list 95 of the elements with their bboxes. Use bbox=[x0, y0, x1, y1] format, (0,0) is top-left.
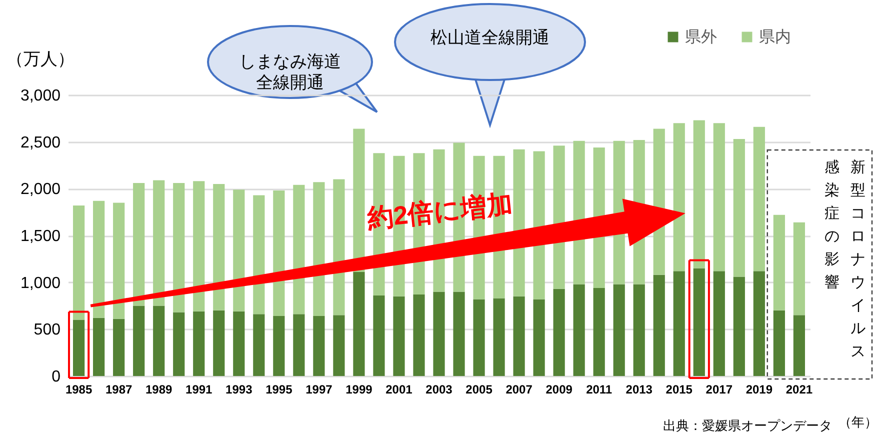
text: しまなみ海道全線開通 bbox=[239, 52, 341, 92]
bar bbox=[353, 128, 365, 272]
x-tick-label: 2001 bbox=[386, 382, 413, 396]
bar bbox=[673, 123, 685, 272]
y-tick-label: 2,500 bbox=[20, 134, 61, 152]
bar bbox=[93, 318, 105, 376]
text: 松山道全線開通 bbox=[430, 28, 550, 47]
bar bbox=[113, 202, 125, 319]
bar bbox=[73, 320, 85, 376]
bar bbox=[233, 311, 245, 376]
y-axis-title: （万人） bbox=[6, 50, 74, 68]
bar bbox=[193, 311, 205, 376]
bar bbox=[533, 299, 545, 376]
bar bbox=[753, 126, 765, 272]
bar bbox=[673, 271, 685, 376]
y-tick-label: 0 bbox=[52, 368, 61, 386]
legend-label: 県外 bbox=[685, 29, 717, 46]
bar bbox=[433, 292, 445, 376]
x-tick-label: 1989 bbox=[145, 382, 173, 396]
bar bbox=[773, 214, 785, 310]
bar bbox=[633, 284, 645, 376]
bar bbox=[553, 288, 565, 376]
bar bbox=[453, 292, 465, 376]
x-tick-label: 1997 bbox=[306, 382, 333, 396]
bar bbox=[733, 139, 745, 277]
bar bbox=[713, 271, 725, 376]
bar bbox=[753, 271, 765, 376]
x-tick-label: 1993 bbox=[226, 382, 253, 396]
y-tick-label: 2,000 bbox=[20, 181, 61, 198]
x-tick-label: 1999 bbox=[346, 382, 373, 396]
y-tick-label: 1,000 bbox=[20, 274, 61, 292]
bar bbox=[713, 123, 725, 272]
bar bbox=[133, 183, 145, 306]
bar bbox=[733, 276, 745, 376]
bar bbox=[693, 120, 705, 268]
bar bbox=[273, 190, 285, 316]
bar bbox=[113, 318, 125, 376]
x-tick-label: 2003 bbox=[426, 382, 453, 396]
y-tick-label: 1,500 bbox=[20, 228, 61, 245]
bar bbox=[493, 298, 505, 376]
bar bbox=[793, 315, 805, 376]
x-tick-label: 1991 bbox=[186, 382, 213, 396]
bar bbox=[233, 190, 245, 312]
bar bbox=[213, 184, 225, 310]
x-tick-label: 2007 bbox=[506, 382, 533, 396]
bar bbox=[253, 195, 265, 314]
bar bbox=[133, 306, 145, 376]
bar bbox=[693, 268, 705, 376]
x-tick-label: 1987 bbox=[105, 382, 132, 396]
bar bbox=[153, 180, 165, 306]
bar bbox=[213, 310, 225, 376]
x-tick-label: 2017 bbox=[706, 382, 733, 396]
bar bbox=[613, 284, 625, 376]
bar bbox=[93, 200, 105, 318]
bar bbox=[593, 288, 605, 376]
bar bbox=[73, 206, 85, 320]
bar bbox=[773, 310, 785, 376]
x-tick-label: 1995 bbox=[266, 382, 293, 396]
bar bbox=[413, 294, 425, 376]
text: 新型コロナウイルス bbox=[850, 159, 866, 360]
bar bbox=[353, 272, 365, 376]
bar bbox=[293, 184, 305, 314]
x-axis-title: （年） bbox=[838, 414, 875, 430]
bar bbox=[293, 314, 305, 376]
bar bbox=[513, 296, 525, 376]
x-tick-label: 2019 bbox=[746, 382, 773, 396]
bar bbox=[173, 312, 185, 376]
bar bbox=[313, 316, 325, 376]
bar bbox=[373, 295, 385, 376]
bar bbox=[333, 315, 345, 376]
x-tick-label: 2011 bbox=[586, 382, 612, 396]
x-tick-label: 1985 bbox=[65, 382, 92, 396]
bar bbox=[273, 316, 285, 376]
bar bbox=[193, 181, 205, 312]
text: 感染症の影響 bbox=[824, 159, 840, 291]
bar bbox=[153, 306, 165, 376]
x-tick-label: 2005 bbox=[466, 382, 493, 396]
annotation: 約2倍に増加 bbox=[364, 188, 514, 234]
bar bbox=[473, 299, 485, 376]
bar bbox=[653, 274, 665, 376]
bar bbox=[573, 284, 585, 376]
y-tick-label: 3,000 bbox=[20, 88, 61, 104]
x-tick-label: 2013 bbox=[626, 382, 653, 396]
legend-label: 県内 bbox=[759, 28, 791, 46]
bar bbox=[313, 182, 325, 316]
bar bbox=[393, 296, 405, 376]
source-note: 出典：愛媛県オープンデータ bbox=[663, 418, 832, 433]
y-tick-label: 500 bbox=[34, 322, 61, 339]
bar bbox=[333, 179, 345, 316]
bar bbox=[253, 314, 265, 376]
bar bbox=[793, 222, 805, 316]
x-tick-label: 2009 bbox=[546, 382, 573, 396]
x-tick-label: 2015 bbox=[666, 382, 693, 396]
bar bbox=[173, 183, 185, 312]
x-tick-label: 2021 bbox=[786, 382, 813, 396]
